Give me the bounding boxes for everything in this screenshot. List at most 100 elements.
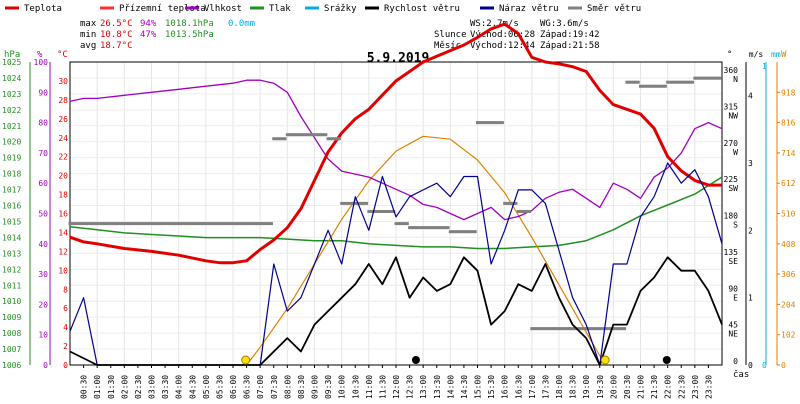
wind-dir-point: [215, 222, 219, 226]
wind-dir-point: [353, 201, 357, 205]
time-tick-label: 13:30: [433, 375, 442, 399]
wind-dir-point: [516, 209, 520, 213]
c-tick-label: 14: [58, 228, 68, 237]
time-tick-label: 20:00: [609, 375, 618, 399]
c-tick-label: 0: [63, 361, 68, 370]
wind-dir-point: [242, 222, 246, 226]
wind-dir-point: [661, 84, 665, 88]
wind-dir-point: [95, 222, 99, 226]
wind-dir-point: [405, 222, 409, 226]
wind-dir-point: [131, 222, 135, 226]
wind-dir-point: [331, 137, 335, 141]
time-tick-label: 05:30: [215, 375, 224, 399]
time-tick-label: 04:00: [175, 375, 184, 399]
wind-dir-point: [568, 327, 572, 331]
c-tick-label: 20: [58, 172, 68, 181]
wind-dir-point: [715, 76, 719, 80]
w-tick-label: 306: [781, 270, 796, 279]
wind-dir-point: [494, 121, 498, 125]
wind-dir-point: [636, 80, 640, 84]
solar-line: [246, 135, 606, 366]
wind-dir-point: [240, 222, 244, 226]
wind-dir-point: [473, 230, 477, 234]
wind-dir-point: [491, 121, 495, 125]
wind-dir-point: [697, 76, 701, 80]
wind-dir-point: [229, 222, 233, 226]
wind-dir-point: [487, 121, 491, 125]
ms-tick-label: 3: [748, 159, 753, 168]
wind-dir-point: [663, 84, 667, 88]
wind-dir-point: [276, 137, 280, 141]
wind-dir-point: [432, 226, 436, 230]
time-tick-label: 18:00: [555, 375, 564, 399]
mm-axis-label: mm: [771, 50, 781, 59]
wind-dir-point: [419, 226, 423, 230]
ms-axis-label: m/s: [749, 50, 764, 59]
stat-min-hum: 47%: [140, 30, 157, 40]
stat-max-hum: 94%: [140, 19, 157, 29]
wind-dir-point: [623, 327, 627, 331]
hpa-tick-label: 1010: [2, 297, 21, 306]
wind-dir-point: [616, 327, 620, 331]
wind-dir-point: [684, 80, 688, 84]
pct-tick-label: 100: [34, 58, 49, 67]
wind-dir-point: [548, 327, 552, 331]
wind-dir-point: [607, 327, 611, 331]
time-tick-label: 16:00: [501, 375, 510, 399]
wind-dir-point: [251, 222, 255, 226]
pct-tick-label: 70: [38, 149, 48, 158]
c-tick-label: 4: [63, 323, 68, 332]
wind-dir-point: [208, 222, 212, 226]
sun-set: Západ:19:42: [540, 30, 600, 40]
wind-dir-point: [324, 133, 328, 137]
pct-tick-label: 40: [38, 240, 48, 249]
dir-tick-compass: NE: [728, 330, 738, 339]
c-tick-label: 28: [58, 96, 68, 105]
wind-dir-point: [410, 226, 414, 230]
wind-dir-point: [659, 84, 663, 88]
wind-dir-point: [120, 222, 124, 226]
dir-tick-compass: SW: [728, 184, 738, 193]
wind-dir-point: [709, 76, 713, 80]
temperature-line: [69, 22, 722, 265]
wind-dir-point: [226, 222, 230, 226]
wind-dir-point: [509, 201, 513, 205]
pct-tick-label: 30: [38, 270, 48, 279]
wind-dir-point: [600, 327, 604, 331]
wind-dir-point: [577, 327, 581, 331]
legend-label: Směr větru: [587, 4, 641, 14]
wind-dir-point: [464, 230, 468, 234]
wind-dir-point: [652, 84, 656, 88]
wind-dir-point: [539, 327, 543, 331]
wind-dir-point: [466, 230, 470, 234]
markers-layer: [241, 355, 671, 365]
wind-dir-point: [478, 121, 482, 125]
wind-dir-point: [534, 327, 538, 331]
w-tick-label: 816: [781, 119, 796, 128]
time-tick-label: 06:00: [229, 375, 238, 399]
wind-dir-point: [206, 222, 210, 226]
time-tick-label: 15:30: [487, 375, 496, 399]
wind-dir-point: [145, 222, 149, 226]
wind-dir-point: [222, 222, 226, 226]
wind-dir-point: [265, 222, 269, 226]
hpa-tick-label: 1019: [2, 154, 21, 163]
time-tick-label: 06:30: [243, 375, 252, 399]
wind-dir-point: [279, 137, 283, 141]
wind-dir-point: [299, 133, 303, 137]
wind-dir-point: [552, 327, 556, 331]
wind-wg: WG:3.6m/s: [540, 19, 589, 29]
legend-label: Přízemní teplota: [119, 4, 206, 14]
wind-dir-point: [111, 222, 115, 226]
stat-max-rain: 0.0mm: [228, 19, 255, 29]
time-tick-label: 10:30: [351, 375, 360, 399]
wind-dir-point: [231, 222, 235, 226]
time-tick-label: 20:30: [623, 375, 632, 399]
wind-dir-point: [102, 222, 106, 226]
wind-dir-point: [156, 222, 160, 226]
wind-dir-point: [643, 84, 647, 88]
dir-tick-label: 0: [733, 357, 738, 366]
wind-dir-point: [294, 133, 298, 137]
legend-label: Náraz větru: [499, 4, 559, 14]
dir-tick-label: 45: [728, 321, 738, 330]
